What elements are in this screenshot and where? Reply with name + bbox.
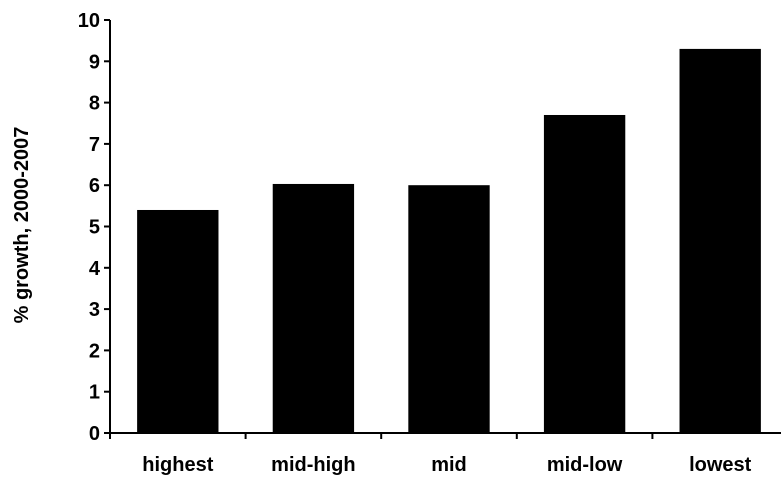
- x-tick-label-lowest: lowest: [689, 454, 752, 476]
- bars-group: [137, 48, 761, 434]
- y-axis-title: % growth, 2000-2007: [11, 127, 33, 324]
- x-tick-label-highest: highest: [142, 454, 213, 476]
- x-tick-label-mid: mid: [431, 454, 467, 476]
- y-tick-label: 5: [89, 217, 100, 239]
- y-tick-label: 9: [89, 51, 100, 73]
- x-tick-label-mid-low: mid-low: [547, 454, 623, 476]
- y-tick-label: 4: [89, 258, 101, 280]
- y-tick-label: 1: [89, 382, 100, 404]
- x-tick-label-mid-high: mid-high: [271, 454, 355, 476]
- y-tick-label: 6: [89, 175, 100, 197]
- y-tick-label: 7: [89, 134, 100, 156]
- bar-mid-low: [543, 114, 626, 434]
- y-tick-label: 10: [78, 10, 100, 32]
- y-tick-label: 2: [89, 340, 100, 362]
- y-tick-label: 8: [89, 93, 100, 115]
- y-tick-label: 0: [89, 423, 100, 445]
- bar-lowest: [679, 48, 761, 433]
- x-ticks-group: highest mid-high mid mid-low lowest: [109, 433, 752, 476]
- y-tick-label: 3: [89, 299, 100, 321]
- y-ticks-group: 0 1 2 3 4 5 6 7 8 9 10: [78, 10, 110, 445]
- bar-mid: [408, 185, 490, 433]
- bar-highest: [137, 209, 219, 433]
- bar-mid-high: [272, 183, 355, 433]
